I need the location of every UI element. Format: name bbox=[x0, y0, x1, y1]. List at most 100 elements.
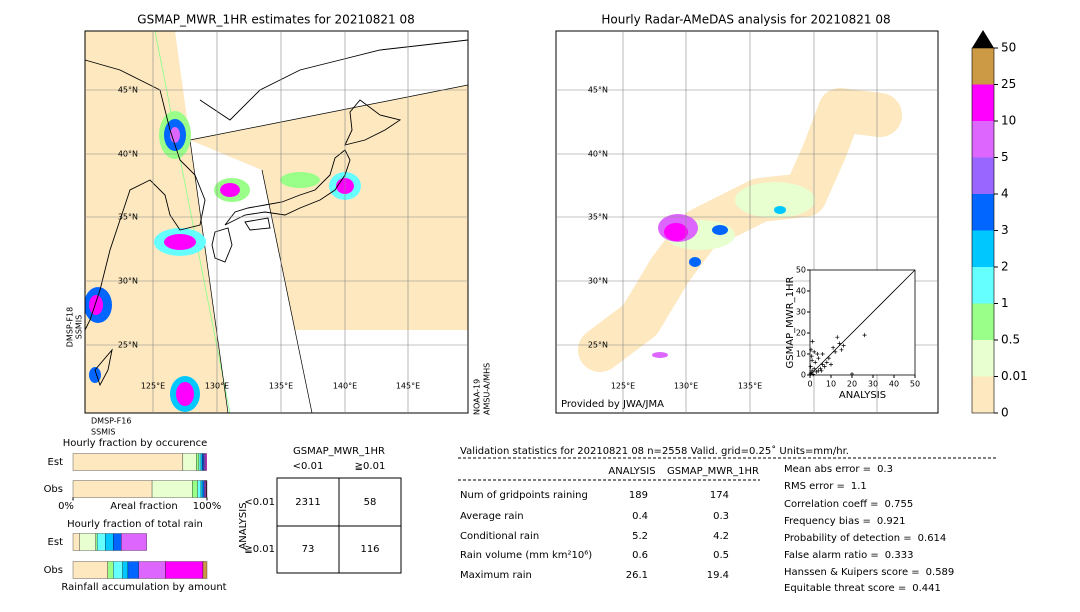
point bbox=[841, 343, 846, 348]
x-tick-label: 20 bbox=[847, 380, 857, 389]
point bbox=[814, 369, 819, 374]
bar-segment bbox=[203, 453, 205, 471]
bar-segment bbox=[105, 533, 114, 551]
point bbox=[850, 371, 854, 376]
column-header: ≧0.01 bbox=[355, 461, 386, 472]
score: Hanssen & Kuipers score = 0.589 bbox=[784, 567, 954, 578]
colorbar-label: 10 bbox=[1001, 114, 1016, 128]
table-cell: 2311 bbox=[295, 497, 320, 508]
category-label: Est bbox=[48, 537, 64, 548]
bar-segment bbox=[107, 561, 114, 579]
point bbox=[818, 366, 823, 371]
score-label: Hanssen & Kuipers score = bbox=[784, 567, 920, 578]
map-2-background bbox=[556, 31, 938, 413]
score: Probability of detection = 0.614 bbox=[784, 533, 946, 544]
coastline bbox=[84, 39, 469, 387]
stats-value: 0.5 bbox=[713, 550, 729, 561]
point bbox=[810, 339, 815, 344]
score-label: RMS error = bbox=[784, 481, 845, 492]
row-title: ANALYSIS bbox=[238, 502, 249, 549]
score: RMS error = 1.1 bbox=[784, 481, 867, 492]
category-label: Obs bbox=[44, 565, 63, 576]
colorbar-segment bbox=[972, 48, 994, 85]
bar-segment bbox=[122, 561, 129, 579]
x-axis-label: Areal fraction bbox=[110, 501, 177, 512]
colorbar-segment bbox=[972, 303, 994, 340]
colorbar-segment bbox=[972, 230, 994, 267]
stats-label: Conditional rain bbox=[460, 531, 539, 542]
point bbox=[839, 347, 844, 352]
stats-value: 0.3 bbox=[713, 511, 729, 522]
score-value: 0.589 bbox=[926, 567, 955, 578]
score-label: Frequency bias = bbox=[784, 516, 871, 527]
bar-segment bbox=[113, 533, 122, 551]
stats-title: Validation statistics for 20210821 08 n=… bbox=[460, 445, 849, 457]
bar-segment bbox=[197, 480, 202, 498]
y-tick-label: 0 bbox=[801, 371, 806, 380]
lon-label: 145°E bbox=[396, 382, 420, 391]
lon-label: 125°E bbox=[611, 382, 635, 391]
map-title: Hourly Radar-AMeDAS analysis for 2021082… bbox=[601, 13, 890, 27]
colorbar-label: 50 bbox=[1001, 41, 1016, 55]
row-header: ≧0.01 bbox=[244, 544, 275, 555]
colorbar-label: 25 bbox=[1001, 77, 1016, 91]
y-axis-label: GSMAP_MWR_1HR bbox=[785, 277, 796, 369]
lat-label: 40°N bbox=[118, 150, 138, 159]
score-value: 0.921 bbox=[877, 516, 906, 527]
bar-segment bbox=[95, 533, 98, 551]
lat-label: 45°N bbox=[588, 86, 608, 95]
chart-title: Hourly fraction of total rain bbox=[67, 519, 203, 530]
sensor-label: SSMIS bbox=[75, 315, 84, 340]
colorbar-label: 3 bbox=[1001, 223, 1009, 237]
point bbox=[829, 362, 833, 367]
table-cell: 116 bbox=[360, 544, 379, 555]
colorbar-segment bbox=[972, 84, 994, 121]
lat-label: 25°N bbox=[588, 341, 608, 350]
score: Correlation coeff = 0.755 bbox=[784, 499, 913, 510]
lon-label: 130°E bbox=[674, 382, 698, 391]
point bbox=[826, 356, 831, 361]
y-tick-label: 50 bbox=[796, 266, 806, 275]
y-tick-label: 20 bbox=[796, 329, 806, 338]
colorbar-label: 0 bbox=[1001, 406, 1009, 420]
column-header: <0.01 bbox=[293, 461, 324, 472]
stats-value: 0.6 bbox=[632, 550, 648, 561]
point bbox=[820, 362, 825, 367]
table-title: GSMAP_MWR_1HR bbox=[293, 446, 385, 457]
lon-label: 130°E bbox=[205, 382, 229, 391]
colorbar-extend bbox=[972, 30, 994, 48]
map-title: GSMAP_MWR_1HR estimates for 20210821 08 bbox=[137, 13, 414, 27]
x-axis-label: ANALYSIS bbox=[839, 390, 886, 401]
x-tick-label: 100% bbox=[193, 501, 222, 512]
credit: Provided by JWA/JMA bbox=[561, 399, 664, 410]
bar-segment bbox=[121, 533, 147, 551]
bar-segment bbox=[192, 480, 198, 498]
score: Frequency bias = 0.921 bbox=[784, 516, 906, 527]
point bbox=[811, 372, 816, 377]
stats-label: Average rain bbox=[460, 511, 524, 522]
bar-segment bbox=[198, 453, 202, 471]
colorbar-label: 5 bbox=[1001, 150, 1009, 164]
y-tick-label: 10 bbox=[796, 350, 806, 359]
stats-value: 19.4 bbox=[707, 570, 729, 581]
bar-segment bbox=[196, 453, 200, 471]
score-value: 0.755 bbox=[885, 499, 914, 510]
bar-segment bbox=[182, 453, 197, 471]
lat-label: 30°N bbox=[588, 277, 608, 286]
lon-label: 125°E bbox=[141, 382, 165, 391]
score-label: False alarm ratio = bbox=[784, 550, 879, 561]
score-value: 0.333 bbox=[885, 550, 914, 561]
point bbox=[837, 341, 842, 346]
colorbar-label: 0.01 bbox=[1001, 369, 1028, 383]
stats-value: 5.2 bbox=[632, 531, 648, 542]
score: False alarm ratio = 0.333 bbox=[784, 550, 913, 561]
bar-segment bbox=[96, 533, 106, 551]
lon-label: 135°E bbox=[738, 382, 762, 391]
bar-segment bbox=[72, 533, 80, 551]
bar-segment bbox=[202, 453, 204, 471]
colorbar-segment bbox=[972, 267, 994, 304]
score-value: 1.1 bbox=[851, 481, 867, 492]
point bbox=[824, 360, 829, 365]
colorbar-segment bbox=[972, 157, 994, 194]
lat-label: 35°N bbox=[588, 213, 608, 222]
